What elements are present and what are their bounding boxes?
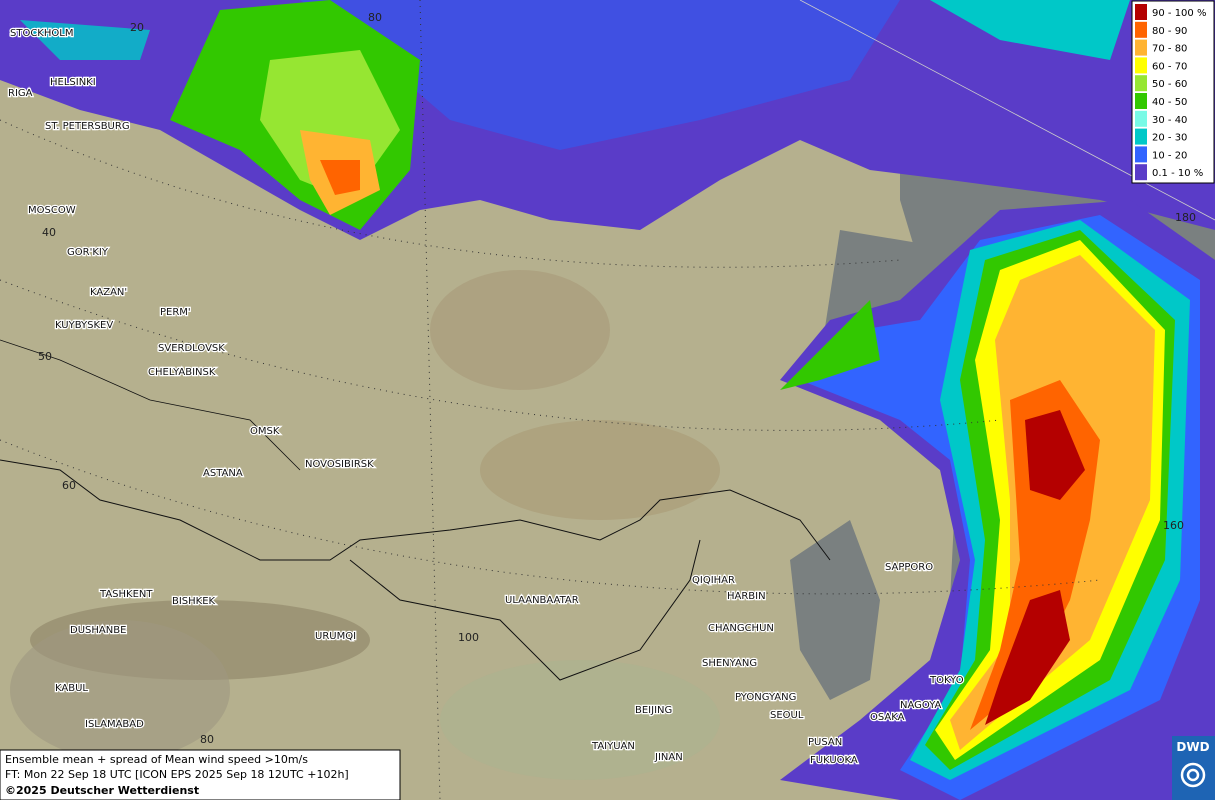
- terrain: [480, 420, 720, 520]
- legend-label: 10 - 20: [1152, 150, 1187, 161]
- city-label: KAZAN': [90, 287, 127, 298]
- legend-label: 0.1 - 10 %: [1152, 168, 1203, 179]
- city-label: BISHKEK: [172, 596, 216, 607]
- legend-swatch: [1135, 75, 1147, 92]
- legend-swatch: [1135, 146, 1147, 163]
- city-label: DUSHANBE: [70, 625, 126, 636]
- graticule-label: 20: [130, 21, 144, 34]
- terrain: [430, 270, 610, 390]
- terrain: [10, 620, 230, 760]
- legend-swatch: [1135, 110, 1147, 127]
- info-box: [0, 749, 401, 800]
- legend-label: 30 - 40: [1152, 115, 1187, 126]
- city-label: PERM': [160, 307, 191, 318]
- logo-icon: [1186, 768, 1200, 782]
- logo-box: [1172, 736, 1215, 800]
- copyright: ©2025 Deutscher Wetterdienst: [5, 784, 199, 797]
- graticule-label: 50: [38, 350, 52, 363]
- wind-field: [985, 590, 1070, 725]
- border: [0, 339, 301, 471]
- city-label: CHANGCHUN: [708, 623, 774, 634]
- city-label: URUMQI: [315, 631, 356, 642]
- city-label: TASHKENT: [99, 589, 153, 600]
- city-label: TAIYUAN: [591, 741, 635, 752]
- city-label: SEOUL: [770, 710, 804, 721]
- city-label: JINAN: [654, 752, 683, 763]
- city-label: RIGA: [8, 88, 33, 99]
- graticule: [419, 0, 441, 800]
- city-label: HELSINKI: [50, 77, 96, 88]
- border: [349, 539, 701, 681]
- city-label: NAGOYA: [900, 700, 942, 711]
- graticule-label: 160: [1163, 519, 1184, 532]
- info-forecast: FT: Mon 22 Sep 18 UTC [ICON EPS 2025 Sep…: [5, 768, 349, 781]
- city-label: OSAKA: [870, 712, 905, 723]
- city-label: GOR'KIY: [67, 247, 109, 258]
- city-label: MOSCOW: [28, 205, 76, 216]
- terrain: [440, 660, 720, 780]
- city-label: KUYBYSKEV: [55, 320, 113, 331]
- info-title: Ensemble mean + spread of Mean wind spee…: [5, 753, 308, 766]
- legend-label: 80 - 90: [1152, 26, 1187, 37]
- city-label: HARBIN: [727, 591, 766, 602]
- graticule: [0, 119, 901, 268]
- logo: DWD: [1176, 740, 1209, 754]
- city-label: BEIJING: [635, 705, 672, 716]
- legend-swatch: [1135, 21, 1147, 38]
- graticule-label: 100: [458, 631, 479, 644]
- city-label: STOCKHOLM: [10, 28, 73, 39]
- wind-field: [320, 160, 360, 195]
- legend-swatch: [1135, 4, 1147, 20]
- labels: STOCKHOLM HELSINKI RIGA ST. PETERSBURG MOSCO…: [7, 11, 1196, 767]
- city-label: FUKUOKA: [810, 755, 858, 766]
- city-label: SHENYANG: [702, 658, 757, 669]
- legend-swatch: [1135, 57, 1147, 74]
- legend-label: 70 - 80: [1152, 44, 1187, 55]
- city-label: NOVOSIBIRSK: [305, 459, 374, 470]
- city-label: TOKYO: [929, 675, 964, 686]
- wind-field: [300, 0, 900, 150]
- graticule-label: 80: [200, 733, 214, 746]
- legend-label: 40 - 50: [1152, 97, 1187, 108]
- city-label: OMSK: [250, 426, 280, 437]
- legend-label: 90 - 100 %: [1152, 8, 1206, 19]
- wind-field: [1025, 410, 1085, 500]
- legend-swatch: [1135, 164, 1147, 181]
- logo-icon: [1180, 762, 1206, 788]
- wind-field: [930, 0, 1130, 60]
- legend-label: 20 - 30: [1152, 133, 1187, 144]
- legend-swatch: [1135, 39, 1147, 56]
- city-label: SVERDLOVSK: [158, 343, 225, 354]
- city-label: CHELYABINSK: [148, 367, 216, 378]
- city-label: ASTANA: [203, 468, 243, 479]
- city-label: PYONGYANG: [735, 692, 796, 703]
- wind-field: [780, 300, 880, 390]
- city-label: PUSAN: [808, 737, 842, 748]
- legend-swatch: [1135, 128, 1147, 145]
- graticule-label: 80: [368, 11, 382, 24]
- city-label: SAPPORO: [885, 562, 933, 573]
- graticule-label: 180: [1175, 211, 1196, 224]
- city-label: ULAANBAATAR: [505, 595, 579, 606]
- graticule-label: 60: [62, 479, 76, 492]
- border: [0, 459, 831, 561]
- city-label: ST. PETERSBURG: [45, 121, 130, 132]
- legend-label: 60 - 70: [1152, 61, 1187, 72]
- city-label: QIQIHAR: [692, 575, 735, 586]
- graticule-label: 40: [42, 226, 56, 239]
- wind-field: [20, 20, 150, 60]
- city-label: KABUL: [55, 683, 88, 694]
- legend-swatch: [1135, 93, 1147, 109]
- legend-label: 50 - 60: [1152, 79, 1187, 90]
- city-label: ISLAMABAD: [85, 719, 144, 730]
- sea: [790, 520, 880, 700]
- legend: 90 - 100 % 80 - 90 70 - 80 60 - 70 50 - 60 40…: [1131, 0, 1215, 184]
